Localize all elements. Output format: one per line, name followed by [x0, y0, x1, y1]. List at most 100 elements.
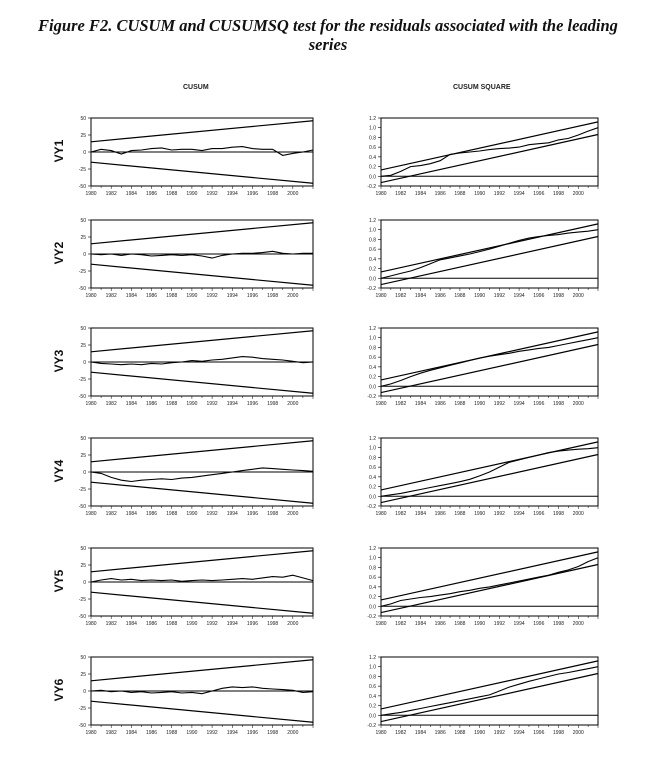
- x-tick-label: 1988: [454, 511, 465, 517]
- x-tick-label: 1990: [186, 191, 197, 197]
- x-tick-label: 2000: [287, 293, 298, 299]
- x-tick-label: 1984: [415, 621, 426, 627]
- y-tick-label: 0.4: [369, 694, 376, 700]
- chart-vy3-cusumsq: -0.2 0.0 0.2 0.4 0.6 0.8 1.0 1.2 1980 1982 1984 198…: [367, 326, 599, 407]
- x-tick-label: 1990: [474, 511, 485, 517]
- y-tick-label: 0.2: [369, 375, 376, 381]
- y-tick-label: 0.6: [369, 684, 376, 690]
- y-tick-label: -50: [79, 723, 86, 729]
- y-tick-label: 0.0: [369, 174, 376, 180]
- y-tick-label: 1.0: [369, 228, 376, 234]
- x-tick-label: 2000: [287, 401, 298, 407]
- y-tick-label: 0.2: [369, 267, 376, 273]
- x-tick-label: 1980: [375, 293, 386, 299]
- x-tick-label: 1980: [85, 621, 96, 627]
- statistic-line: [380, 557, 599, 607]
- x-tick-label: 1988: [166, 191, 177, 197]
- y-tick-label: -25: [79, 597, 86, 603]
- x-tick-label: 1982: [106, 621, 117, 627]
- x-tick-label: 1992: [207, 511, 218, 517]
- x-tick-label: 1994: [514, 191, 525, 197]
- y-tick-label: -0.2: [367, 614, 376, 620]
- y-tick-label: 0.6: [369, 145, 376, 151]
- x-tick-label: 1984: [415, 293, 426, 299]
- x-tick-label: 1990: [474, 621, 485, 627]
- x-tick-label: 1998: [553, 511, 564, 517]
- y-tick-label: 25: [80, 235, 86, 241]
- y-tick-label: 0.4: [369, 257, 376, 263]
- y-tick-label: 0.0: [369, 604, 376, 610]
- statistic-line: [380, 447, 599, 497]
- statistic-line: [90, 686, 314, 695]
- upper-5pct-bound: [380, 441, 599, 491]
- y-tick-label: -25: [79, 167, 86, 173]
- x-tick-label: 1994: [227, 511, 238, 517]
- x-tick-label: 1998: [553, 293, 564, 299]
- y-tick-label: 50: [80, 218, 86, 224]
- x-tick-label: 1982: [106, 293, 117, 299]
- column-header-cusum: CUSUM: [183, 84, 209, 91]
- y-tick-label: 0.2: [369, 165, 376, 171]
- x-tick-label: 1998: [267, 401, 278, 407]
- y-tick-label: 0.4: [369, 155, 376, 161]
- chart-vy2-cusum: -50 -25 0 25 50 1980 1982 1984 1986 1988 1990 1992 1…: [79, 218, 314, 299]
- x-tick-label: 1980: [375, 730, 386, 736]
- x-tick-label: 1990: [186, 730, 197, 736]
- x-tick-label: 1992: [207, 401, 218, 407]
- x-tick-label: 1990: [186, 621, 197, 627]
- y-tick-label: 0.8: [369, 135, 376, 141]
- x-tick-label: 1990: [474, 401, 485, 407]
- x-tick-label: 1988: [454, 293, 465, 299]
- x-tick-label: 1980: [85, 401, 96, 407]
- x-tick-label: 1992: [207, 191, 218, 197]
- y-tick-label: 0.0: [369, 713, 376, 719]
- x-tick-label: 1982: [395, 401, 406, 407]
- y-tick-label: 0.4: [369, 475, 376, 481]
- x-tick-label: 1986: [146, 401, 157, 407]
- lower-5pct-bound: [380, 563, 599, 614]
- x-tick-label: 1986: [146, 511, 157, 517]
- lower-5pct-bound: [90, 161, 314, 184]
- y-tick-label: 1.2: [369, 546, 376, 552]
- x-tick-label: 1988: [166, 511, 177, 517]
- x-tick-label: 1988: [166, 401, 177, 407]
- upper-5pct-bound: [90, 330, 314, 353]
- y-tick-label: 0.2: [369, 704, 376, 710]
- y-tick-label: -50: [79, 394, 86, 400]
- upper-5pct-bound: [380, 223, 599, 273]
- x-tick-label: 1982: [395, 621, 406, 627]
- chart-vy1-cusumsq: -0.2 0.0 0.2 0.4 0.6 0.8 1.0 1.2 1980 1982 1984 198…: [367, 116, 599, 197]
- y-tick-label: -0.2: [367, 504, 376, 510]
- x-tick-label: 1986: [146, 191, 157, 197]
- x-tick-label: 1980: [85, 191, 96, 197]
- y-tick-label: 0.8: [369, 455, 376, 461]
- x-tick-label: 1982: [395, 191, 406, 197]
- x-tick-label: 1984: [415, 401, 426, 407]
- x-tick-label: 1986: [146, 730, 157, 736]
- statistic-line: [90, 574, 314, 583]
- x-tick-label: 1984: [415, 191, 426, 197]
- x-tick-label: 1992: [494, 191, 505, 197]
- y-tick-label: 25: [80, 672, 86, 678]
- x-tick-label: 1984: [126, 293, 137, 299]
- x-tick-label: 1988: [166, 621, 177, 627]
- y-tick-label: 0.8: [369, 345, 376, 351]
- statistic-line: [380, 337, 599, 387]
- lower-5pct-bound: [90, 371, 314, 394]
- x-tick-label: 1998: [267, 293, 278, 299]
- x-tick-label: 1988: [454, 191, 465, 197]
- x-tick-label: 1986: [146, 293, 157, 299]
- x-tick-label: 1996: [247, 511, 258, 517]
- x-tick-label: 2000: [573, 511, 584, 517]
- statistic-line: [90, 146, 314, 156]
- x-tick-label: 1984: [126, 511, 137, 517]
- y-tick-label: 0.8: [369, 237, 376, 243]
- x-tick-label: 2000: [573, 191, 584, 197]
- x-tick-label: 1980: [375, 191, 386, 197]
- lower-5pct-bound: [380, 672, 599, 723]
- y-tick-label: 0.4: [369, 365, 376, 371]
- y-tick-label: 25: [80, 563, 86, 569]
- x-tick-label: 1980: [375, 621, 386, 627]
- y-tick-label: -25: [79, 487, 86, 493]
